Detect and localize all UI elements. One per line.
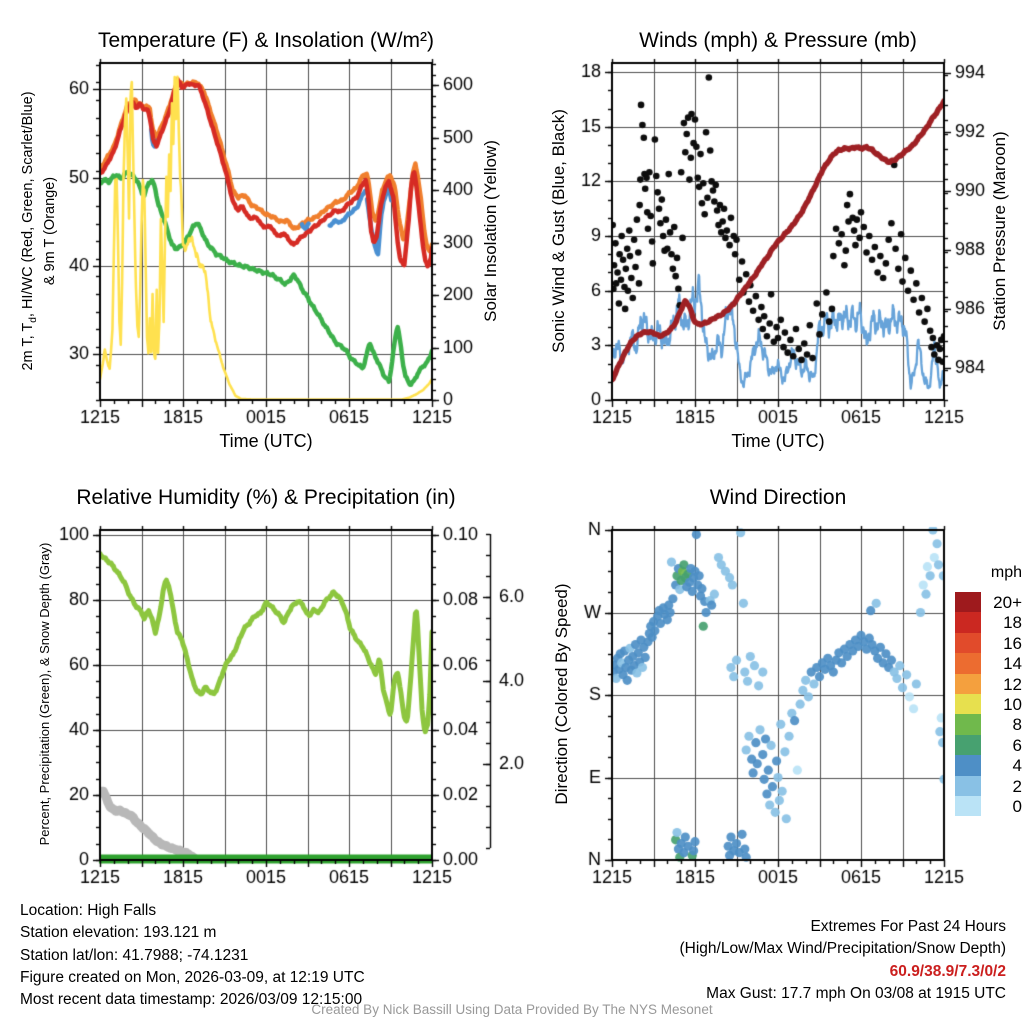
chart1-right-axis-label: Solar Insolation (Yellow) bbox=[481, 140, 500, 322]
colorbar-label: 2 bbox=[1012, 776, 1022, 796]
temperature-insolation-plot bbox=[100, 63, 432, 400]
chart2-title: Winds (mph) & Pressure (mb) bbox=[639, 29, 917, 52]
colorbar-label: 16 bbox=[1003, 633, 1022, 653]
chart2-xaxis-title: Time (UTC) bbox=[731, 431, 825, 451]
chart1-xaxis-title: Time (UTC) bbox=[219, 431, 313, 451]
chart4-yaxis-label: Direction (Colored By Speed) bbox=[552, 583, 571, 805]
chart4-title: Wind Direction bbox=[709, 486, 847, 509]
chart2-yaxis-label: Sonic Wind & Gust (Blue, Black) bbox=[549, 109, 568, 353]
station-elevation: Station elevation: 193.121 m bbox=[20, 924, 217, 942]
extremes-values: 60.9/38.9/7.3/0/2 bbox=[889, 962, 1006, 980]
colorbar-swatch bbox=[955, 673, 981, 694]
colorbar-swatch bbox=[955, 796, 981, 817]
data-timestamp: Most recent data timestamp: 2026/03/09 1… bbox=[20, 991, 363, 1009]
chart1-yaxis-label-line2: & 9m T (Orange) bbox=[42, 176, 59, 286]
chart1-title: Temperature (F) & Insolation (W/m²) bbox=[97, 29, 435, 52]
chart3-title: Relative Humidity (%) & Precipitation (i… bbox=[76, 486, 456, 509]
station-location: Location: High Falls bbox=[20, 902, 157, 919]
colorbar-label: 6 bbox=[1012, 735, 1022, 755]
station-info: Location: High Falls Station elevation: … bbox=[20, 900, 365, 1011]
extremes-title: Extremes For Past 24 Hours bbox=[810, 918, 1006, 935]
colorbar-label: 8 bbox=[1012, 715, 1022, 735]
colorbar-label: 14 bbox=[1003, 654, 1022, 674]
credit-line: Created By Nick Bassill Using Data Provi… bbox=[311, 1002, 713, 1017]
colorbar-label: 4 bbox=[1012, 756, 1022, 776]
colorbar-label: 20+ bbox=[993, 593, 1022, 612]
chart1-yaxis-label-line1: 2m T, Td, HI/WC (Red, Green, Scarlet/Blu… bbox=[20, 91, 39, 371]
winds-pressure-plot bbox=[612, 63, 944, 400]
chart3-yaxis-label: Percent, Precipitation (Green), & Snow D… bbox=[37, 542, 52, 846]
colorbar-swatch bbox=[955, 714, 981, 735]
extremes-info: Extremes For Past 24 Hours (High/Low/Max… bbox=[680, 916, 1007, 1005]
colorbar-swatch bbox=[955, 653, 981, 674]
figure-created: Figure created on Mon, 2026-03-09, at 12… bbox=[20, 968, 365, 986]
humidity-precip-plot bbox=[100, 530, 432, 860]
colorbar-title: mph bbox=[990, 564, 1022, 581]
colorbar-label: 12 bbox=[1003, 674, 1022, 694]
colorbar-swatch bbox=[955, 694, 981, 715]
extremes-legend: (High/Low/Max Wind/Precipitation/Snow De… bbox=[679, 940, 1007, 958]
colorbar-swatch bbox=[955, 612, 981, 633]
colorbar-label: 0 bbox=[1012, 797, 1022, 816]
chart2-right-axis-label: Station Pressure (Maroon) bbox=[990, 131, 1009, 331]
station-latlon: Station lat/lon: 41.7988; -74.1231 bbox=[20, 946, 249, 964]
colorbar-label: 18 bbox=[1003, 613, 1022, 633]
chart1-yaxis-label: 2m T, Td, HI/WC (Red, Green, Scarlet/Blu… bbox=[20, 51, 58, 411]
colorbar-label: 10 bbox=[1003, 695, 1022, 714]
colorbar-swatch bbox=[955, 775, 981, 796]
colorbar-swatch bbox=[955, 592, 981, 613]
colorbar-swatch bbox=[955, 734, 981, 756]
max-gust: Max Gust: 17.7 mph On 03/08 at 1915 UTC bbox=[706, 984, 1006, 1002]
colorbar-swatch bbox=[955, 755, 981, 776]
wind-direction-plot bbox=[612, 530, 944, 860]
colorbar-swatch bbox=[955, 632, 981, 654]
